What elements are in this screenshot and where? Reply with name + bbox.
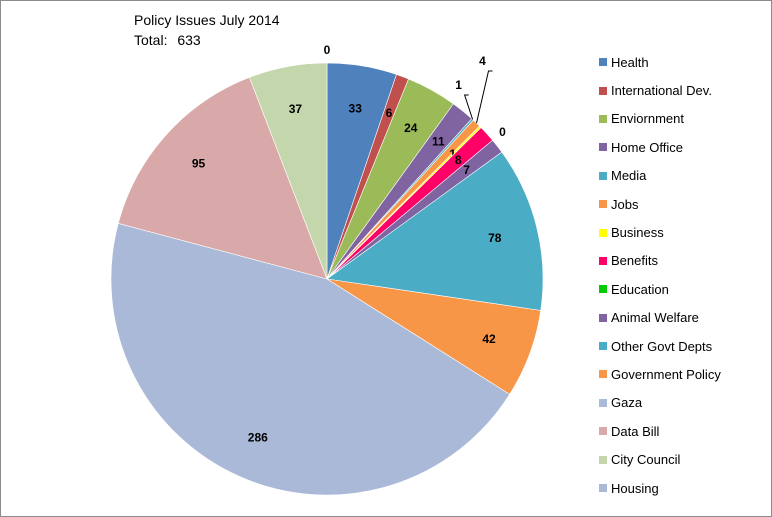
total-value: 633 bbox=[177, 32, 201, 48]
legend-swatch bbox=[599, 200, 607, 209]
leader-line-jobs bbox=[476, 70, 493, 124]
data-label-city-council: 37 bbox=[289, 102, 303, 116]
legend-item-gaza: Gaza bbox=[599, 389, 721, 417]
legend-swatch bbox=[599, 228, 607, 237]
legend-swatch bbox=[599, 256, 607, 265]
total-label: Total: bbox=[134, 32, 168, 48]
legend-item-benefits: Benefits bbox=[599, 247, 721, 275]
legend-label: Education bbox=[611, 281, 669, 297]
legend-item-education: Education bbox=[599, 275, 721, 303]
legend-item-health: Health bbox=[599, 48, 721, 76]
data-label-health: 33 bbox=[349, 102, 363, 116]
data-label-education: 0 bbox=[499, 125, 506, 139]
pie-slice-data-bill bbox=[117, 77, 328, 280]
legend-label: Animal Welfare bbox=[611, 310, 699, 326]
data-label-data-bill: 95 bbox=[192, 157, 206, 171]
legend-swatch bbox=[599, 114, 607, 123]
legend-swatch bbox=[599, 370, 607, 379]
pie-slice-city-council bbox=[249, 62, 328, 280]
leader-line-media bbox=[463, 94, 474, 120]
legend-item-government-policy: Government Policy bbox=[599, 360, 721, 388]
legend-label: International Dev. bbox=[611, 83, 712, 99]
data-label-housing: 0 bbox=[324, 43, 331, 57]
legend-item-jobs: Jobs bbox=[599, 190, 721, 218]
pie-slice-other-govt-depts bbox=[326, 151, 544, 311]
legend-label: Government Policy bbox=[611, 366, 721, 382]
legend-swatch bbox=[599, 455, 607, 464]
legend-label: Data Bill bbox=[611, 423, 660, 439]
legend-label: Housing bbox=[611, 480, 659, 496]
data-label-animal-welfare: 7 bbox=[463, 163, 470, 177]
legend-label: Enviornment bbox=[611, 111, 684, 127]
legend-swatch bbox=[599, 313, 607, 322]
legend-swatch bbox=[599, 86, 607, 95]
legend-item-animal-welfare: Animal Welfare bbox=[599, 304, 721, 332]
legend-item-other-govt-depts: Other Govt Depts bbox=[599, 332, 721, 360]
legend-label: Business bbox=[611, 225, 664, 241]
legend-label: City Council bbox=[611, 452, 681, 468]
legend-swatch bbox=[599, 427, 607, 436]
data-label-international-dev: 6 bbox=[386, 106, 393, 120]
legend-item-home-office: Home Office bbox=[599, 133, 721, 161]
legend-swatch bbox=[599, 143, 607, 152]
legend-swatch bbox=[599, 342, 607, 351]
legend-item-international-dev: International Dev. bbox=[599, 76, 721, 104]
data-label-jobs: 4 bbox=[479, 54, 486, 68]
legend-label: Jobs bbox=[611, 196, 639, 212]
legend-item-housing: Housing bbox=[599, 474, 721, 502]
legend: Health International Dev. Enviornment Home … bbox=[599, 48, 721, 502]
pie-slice-gaza bbox=[110, 222, 511, 496]
legend-label: Media bbox=[611, 168, 647, 184]
legend-swatch bbox=[599, 484, 607, 493]
data-label-enviornment: 24 bbox=[404, 121, 418, 135]
data-label-other-govt-depts: 78 bbox=[488, 231, 502, 245]
legend-swatch bbox=[599, 398, 607, 407]
chart-header: Policy Issues July 2014 Total: 633 bbox=[134, 10, 280, 50]
total-line: Total: 633 bbox=[134, 30, 280, 50]
chart-title: Policy Issues July 2014 bbox=[134, 12, 280, 28]
legend-label: Benefits bbox=[611, 253, 658, 269]
data-label-benefits: 8 bbox=[455, 153, 462, 167]
legend-label: Home Office bbox=[611, 139, 684, 155]
legend-label: Health bbox=[611, 54, 649, 70]
data-label-home-office: 11 bbox=[432, 134, 445, 148]
legend-swatch bbox=[599, 171, 607, 180]
legend-swatch bbox=[599, 58, 607, 67]
legend-item-data-bill: Data Bill bbox=[599, 417, 721, 445]
legend-label: Gaza bbox=[611, 395, 643, 411]
legend-item-city-council: City Council bbox=[599, 445, 721, 473]
legend-item-business: Business bbox=[599, 218, 721, 246]
data-label-gaza: 286 bbox=[248, 430, 268, 444]
legend-label: Other Govt Depts bbox=[611, 338, 713, 354]
legend-item-media: Media bbox=[599, 162, 721, 190]
data-label-business: 1 bbox=[449, 147, 456, 161]
data-label-government-policy: 42 bbox=[482, 332, 496, 346]
legend-swatch bbox=[599, 285, 607, 294]
legend-item-enviornment: Enviornment bbox=[599, 105, 721, 133]
data-label-media: 1 bbox=[455, 78, 462, 92]
